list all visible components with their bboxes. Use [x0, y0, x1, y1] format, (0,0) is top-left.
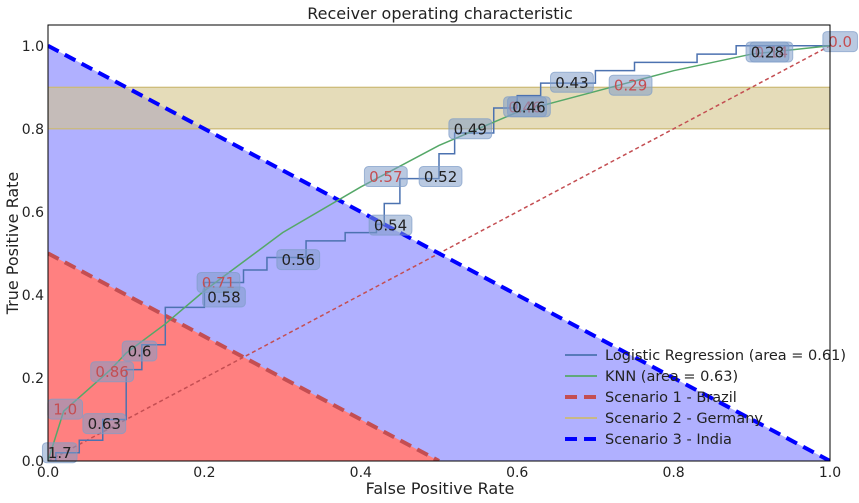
threshold-annotation: 0.46	[507, 96, 551, 118]
threshold-annotation-box	[745, 41, 790, 63]
threshold-annotation-label: 0.57	[369, 168, 402, 186]
x-tick-label: 0.6	[506, 465, 528, 481]
threshold-annotation-box	[202, 286, 246, 308]
axes-frame	[47, 24, 831, 462]
threshold-annotation-label: 0.46	[512, 98, 545, 116]
threshold-annotation-label: 1.7	[48, 444, 72, 462]
legend-entry-label: Scenario 1 - Brazil	[605, 390, 737, 406]
threshold-annotation-label: 0.49	[454, 120, 487, 138]
threshold-annotation: 0.43	[550, 71, 594, 93]
scenario-india-line	[48, 43, 830, 461]
x-tick-label: 0.0	[37, 465, 59, 481]
threshold-annotation-box	[368, 214, 413, 236]
threshold-annotation-label: 0.54	[374, 217, 407, 235]
y-axis-label: True Positive Rate	[3, 172, 22, 316]
threshold-annotation-label: 0.52	[424, 168, 457, 186]
y-tick-label: 1.0	[22, 39, 44, 55]
legend-entry-label: Scenario 3 - India	[605, 432, 732, 448]
threshold-annotation-box	[121, 340, 158, 362]
threshold-annotation-label: 0.58	[207, 288, 240, 306]
threshold-annotation: 1.0	[47, 398, 84, 420]
threshold-annotation-box	[822, 31, 858, 53]
threshold-annotation: 0.49	[448, 118, 493, 140]
threshold-annotation-label: 1.0	[53, 401, 77, 419]
threshold-annotation: 0.86	[90, 361, 135, 383]
threshold-annotation: 0.58	[202, 286, 246, 308]
threshold-annotation-box	[82, 413, 127, 435]
x-tick-label: 0.8	[662, 465, 684, 481]
threshold-annotation: 1.7	[41, 442, 78, 464]
threshold-annotation-box	[418, 166, 463, 188]
x-axis-label: False Positive Rate	[366, 479, 515, 498]
threshold-annotation-label: 0.28	[751, 43, 784, 61]
legend-entry-label: Scenario 2 - Germany	[605, 411, 763, 427]
y-tick-label: 0.2	[22, 371, 44, 387]
threshold-annotation: 0.28	[745, 41, 790, 63]
scenario-germany-band	[48, 86, 830, 130]
legend-entry-label: KNN (area = 0.63)	[605, 369, 738, 385]
y-tick-label: 0.8	[22, 122, 44, 138]
legend-entry-label: Logistic Regression (area = 0.61)	[605, 348, 846, 364]
threshold-annotation: 0.29	[608, 74, 653, 96]
scenario-brazil-line	[48, 251, 440, 461]
threshold-annotation-label: 0.6	[128, 342, 152, 360]
threshold-annotation-label: 0.86	[95, 363, 128, 381]
threshold-annotation-label: 0.63	[88, 415, 121, 433]
threshold-annotation: 0.52	[418, 166, 463, 188]
threshold-annotation-box	[448, 118, 493, 140]
threshold-annotation-label: 0.0	[828, 33, 852, 51]
threshold-annotation-box	[276, 249, 321, 271]
x-tick-label: 1.0	[819, 465, 841, 481]
y-tick-label: 0.0	[22, 454, 44, 470]
threshold-annotation: 0.57	[363, 166, 408, 188]
threshold-annotation-box	[507, 96, 551, 118]
chart-title: Receiver operating characteristic	[307, 4, 573, 23]
plot-area: 1.71.00.630.860.60.710.580.560.57 0.520.5…	[22, 24, 858, 481]
x-tick-label: 0.2	[193, 465, 215, 481]
threshold-annotation: 0.54	[368, 214, 413, 236]
threshold-annotation-box	[41, 442, 78, 464]
threshold-annotation-box	[608, 74, 653, 96]
threshold-annotation-box	[90, 361, 135, 383]
threshold-annotation-label: 0.56	[282, 251, 315, 269]
threshold-annotation-label: 0.43	[555, 74, 588, 92]
threshold-annotation: 0.6	[121, 340, 158, 362]
y-tick-label: 0.4	[22, 288, 44, 304]
y-tick-label: 0.6	[22, 205, 44, 221]
threshold-annotation: 0.56	[276, 249, 321, 271]
threshold-annotation: 0.63	[82, 413, 127, 435]
x-tick-label: 0.4	[350, 465, 372, 481]
threshold-annotation-box	[550, 71, 594, 93]
threshold-annotation-label: 0.29	[614, 77, 647, 95]
threshold-annotation: 0.0	[822, 31, 858, 53]
legend: Logistic Regression (area = 0.61) KNN (ar…	[565, 348, 846, 448]
threshold-annotation-box	[363, 166, 408, 188]
